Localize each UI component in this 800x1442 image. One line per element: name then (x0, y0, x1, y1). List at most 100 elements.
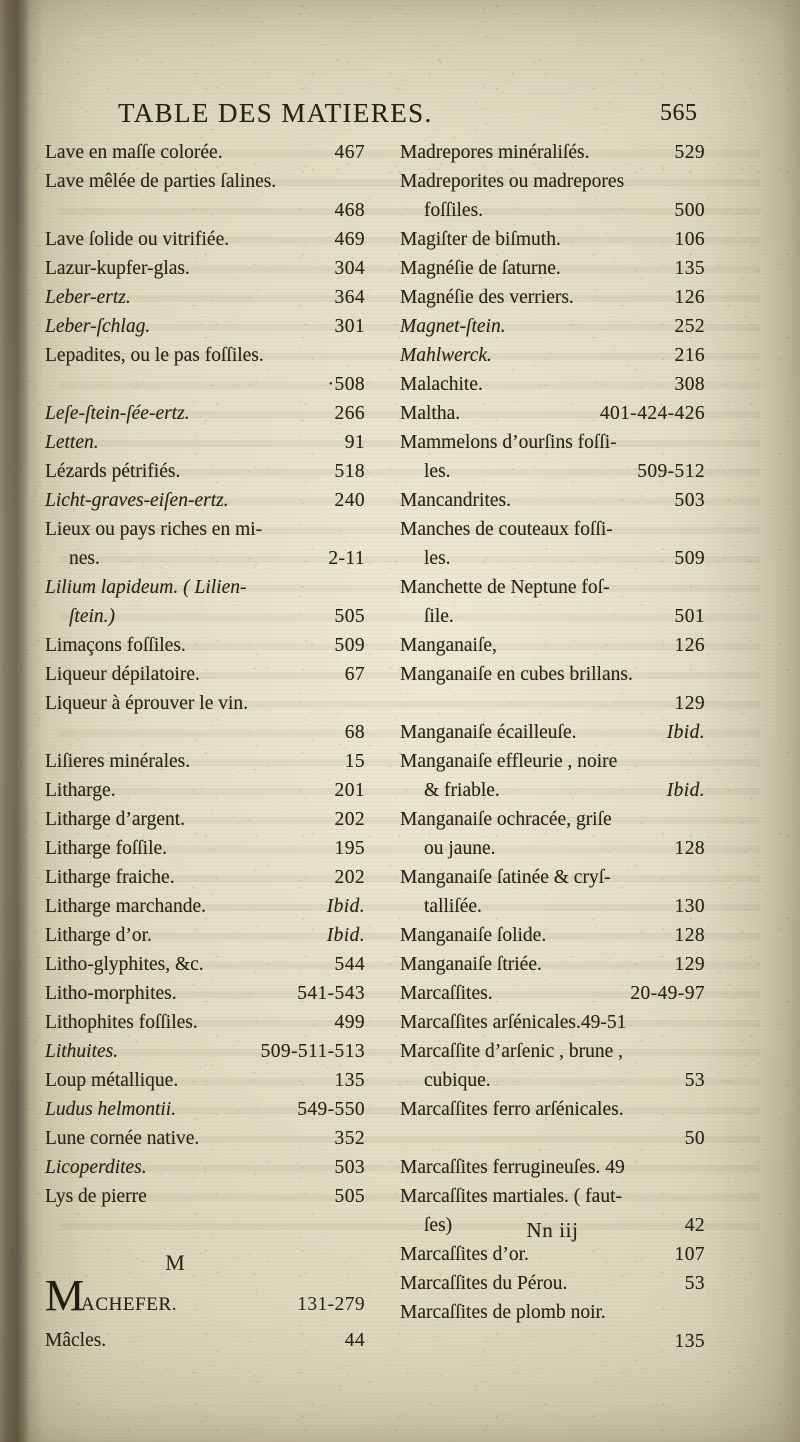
index-entry: nes. 2-11 (45, 544, 365, 573)
index-entry: Litharge d’or. Ibid. (45, 921, 365, 950)
index-entry-page: 364 (334, 287, 365, 308)
index-entry-label: ſtein.) (69, 606, 116, 627)
index-entry-label: Marcaſſite d’arſenic , brune , (400, 1041, 624, 1062)
index-entry: Ludus helmontii. 549-550 (45, 1095, 365, 1124)
index-entry: Manches de couteaux foſſi- (400, 515, 705, 544)
index-entry: Litharge d’argent. 202 (45, 805, 365, 834)
index-entry-page: 50 (684, 1128, 705, 1149)
index-entry: Magiſter de biſmuth. 106 (400, 225, 705, 254)
index-entry: Leſe-ſtein-ſée-ertz. 266 (45, 399, 365, 428)
index-entry-label: Lézards pétrifiés. (45, 461, 181, 482)
index-entry-label: Lys de pierre (45, 1186, 147, 1207)
index-entry: Lave en maſſe colorée. 467 (45, 138, 365, 167)
index-entry: Mammelons d’ourſins foſſi- (400, 428, 705, 457)
index-column-right: Madrepores minéraliſés. 529 Madreporites o… (400, 138, 705, 1356)
index-entry: Marcaſſites du Pérou. 53 (400, 1269, 705, 1298)
index-entry-page: 68 (344, 722, 365, 743)
index-entry: Liqueur dépilatoire. 67 (45, 660, 365, 689)
index-entry-label: Lazur-kupfer-glas. (45, 258, 190, 279)
index-entry: Manganaiſe écailleuſe. Ibid. (400, 718, 705, 747)
index-entry-label: Manganaiſe ſtriée. (400, 954, 542, 975)
index-entry: Marcaſſites martiales. ( faut- (400, 1182, 705, 1211)
index-entry: Magnet-ſtein. 252 (400, 312, 705, 341)
index-entry-page: 304 (334, 258, 365, 279)
index-entry-page: 126 (674, 287, 705, 308)
index-entry-label: Litharge marchande. (45, 896, 206, 917)
index-entry-page: 308 (674, 374, 705, 395)
index-entry-label: cubique. (424, 1070, 491, 1091)
index-entry: Marcaſſites ferro arſénicales. (400, 1095, 705, 1124)
index-entry: Liſieres minérales. 15 (45, 747, 365, 776)
index-entry-label: ſile. (424, 606, 454, 627)
index-entry-label: Malachite. (400, 374, 483, 395)
index-entry-label: Mancandrites. (400, 490, 512, 511)
index-entry: Lepadites, ou le pas foſſiles. (45, 341, 365, 370)
index-entry: Litho-glyphites, &c. 544 (45, 950, 365, 979)
index-entry-page: 126 (674, 635, 705, 656)
index-entry: Mancandrites. 503 (400, 486, 705, 515)
index-entry: Marcaſſite d’arſenic , brune , (400, 1037, 705, 1066)
index-entry: Lys de pierre 505 (45, 1182, 365, 1211)
index-entry-page: 541-543 (297, 983, 365, 1004)
index-entry: 68 (45, 718, 365, 747)
index-entry-page: 467 (334, 142, 365, 163)
index-entry: Lithuites. 509-511-513 (45, 1037, 365, 1066)
index-entry-page: 135 (674, 258, 705, 279)
index-entry-page: 401-424-426 (599, 403, 705, 424)
index-entry-label: Ludus helmontii. (45, 1099, 177, 1120)
index-entry-page: 20-49-97 (630, 983, 705, 1004)
index-entry-label: Litharge d’argent. (45, 809, 186, 830)
index-entry: 129 (400, 689, 705, 718)
index-entry: Manganaiſe en cubes brillans. (400, 660, 705, 689)
index-entry: Lilium lapideum. ( Lilien- (45, 573, 365, 602)
index-entry-page: 266 (334, 403, 365, 424)
index-entry-label: Litharge fraiche. (45, 867, 175, 888)
index-entry-label: Madrepores minéraliſés. (400, 142, 590, 163)
index-entry-page: 501 (674, 606, 705, 627)
index-entry-label: Lilium lapideum. ( Lilien- (45, 577, 247, 598)
index-entry: Litharge foſſile. 195 (45, 834, 365, 863)
index-entry-page: 91 (344, 432, 365, 453)
index-entry-page: 509-512 (637, 461, 705, 482)
index-entry-label: Licht-graves-eiſen-ertz. (45, 490, 229, 511)
index-entry-label: Lithophites foſſiles. (45, 1012, 198, 1033)
index-entry: Lave ſolide ou vitrifiée. 469 (45, 225, 365, 254)
index-entry-label: Mâcles. (45, 1330, 107, 1351)
index-entry-page: 216 (674, 345, 705, 366)
index-entry: Magnéſie de ſaturne. 135 (400, 254, 705, 283)
index-entry-page: 107 (674, 1244, 705, 1265)
index-entry-label: ſes) (424, 1215, 453, 1236)
index-entry-label: Loup métallique. (45, 1070, 179, 1091)
index-entry-page: 549-550 (297, 1099, 365, 1120)
index-entry: Manchette de Neptune foſ- (400, 573, 705, 602)
index-entry-page: 44 (344, 1330, 365, 1351)
index-entry: & friable. Ibid. (400, 776, 705, 805)
page-title: TABLE DES MATIERES. (118, 98, 433, 128)
index-entry: Manganaiſe effleurie , noire (400, 747, 705, 776)
signature-mark: Nn iij (526, 1218, 579, 1242)
index-entry-page: 202 (334, 809, 365, 830)
index-entry-label: Marcaſſites ferrugineuſes. 49 (400, 1157, 625, 1178)
index-entry-page: 352 (334, 1128, 365, 1149)
index-entry-label: Lieux ou pays riches en mi- (45, 519, 263, 540)
index-entry-label: Litharge foſſile. (45, 838, 168, 859)
index-entry-label: Liqueur à éprouver le vin. (45, 693, 249, 714)
index-entry: ſes) 42 (400, 1211, 705, 1240)
index-entry-label: Manchette de Neptune foſ- (400, 577, 610, 598)
index-entry-page: 240 (334, 490, 365, 511)
index-entry-page: 505 (334, 606, 365, 627)
index-entry: Lune cornée native. 352 (45, 1124, 365, 1153)
index-entry: Manganaiſe, 126 (400, 631, 705, 660)
index-entry-label: Marcaſſites de plomb noir. (400, 1302, 606, 1323)
index-entry-label: Leber-ſchlag. (45, 316, 151, 337)
index-entry: Loup métallique. 135 (45, 1066, 365, 1095)
index-entry-page: Ibid. (666, 780, 705, 801)
index-entry-page: 503 (334, 1157, 365, 1178)
index-entry: cubique. 53 (400, 1066, 705, 1095)
index-entry-label: Manches de couteaux foſſi- (400, 519, 613, 540)
index-entry-label: talliſée. (424, 896, 482, 917)
index-entry-page: 106 (674, 229, 705, 250)
index-entry: Lieux ou pays riches en mi- (45, 515, 365, 544)
index-entry-page: Ibid. (326, 925, 365, 946)
